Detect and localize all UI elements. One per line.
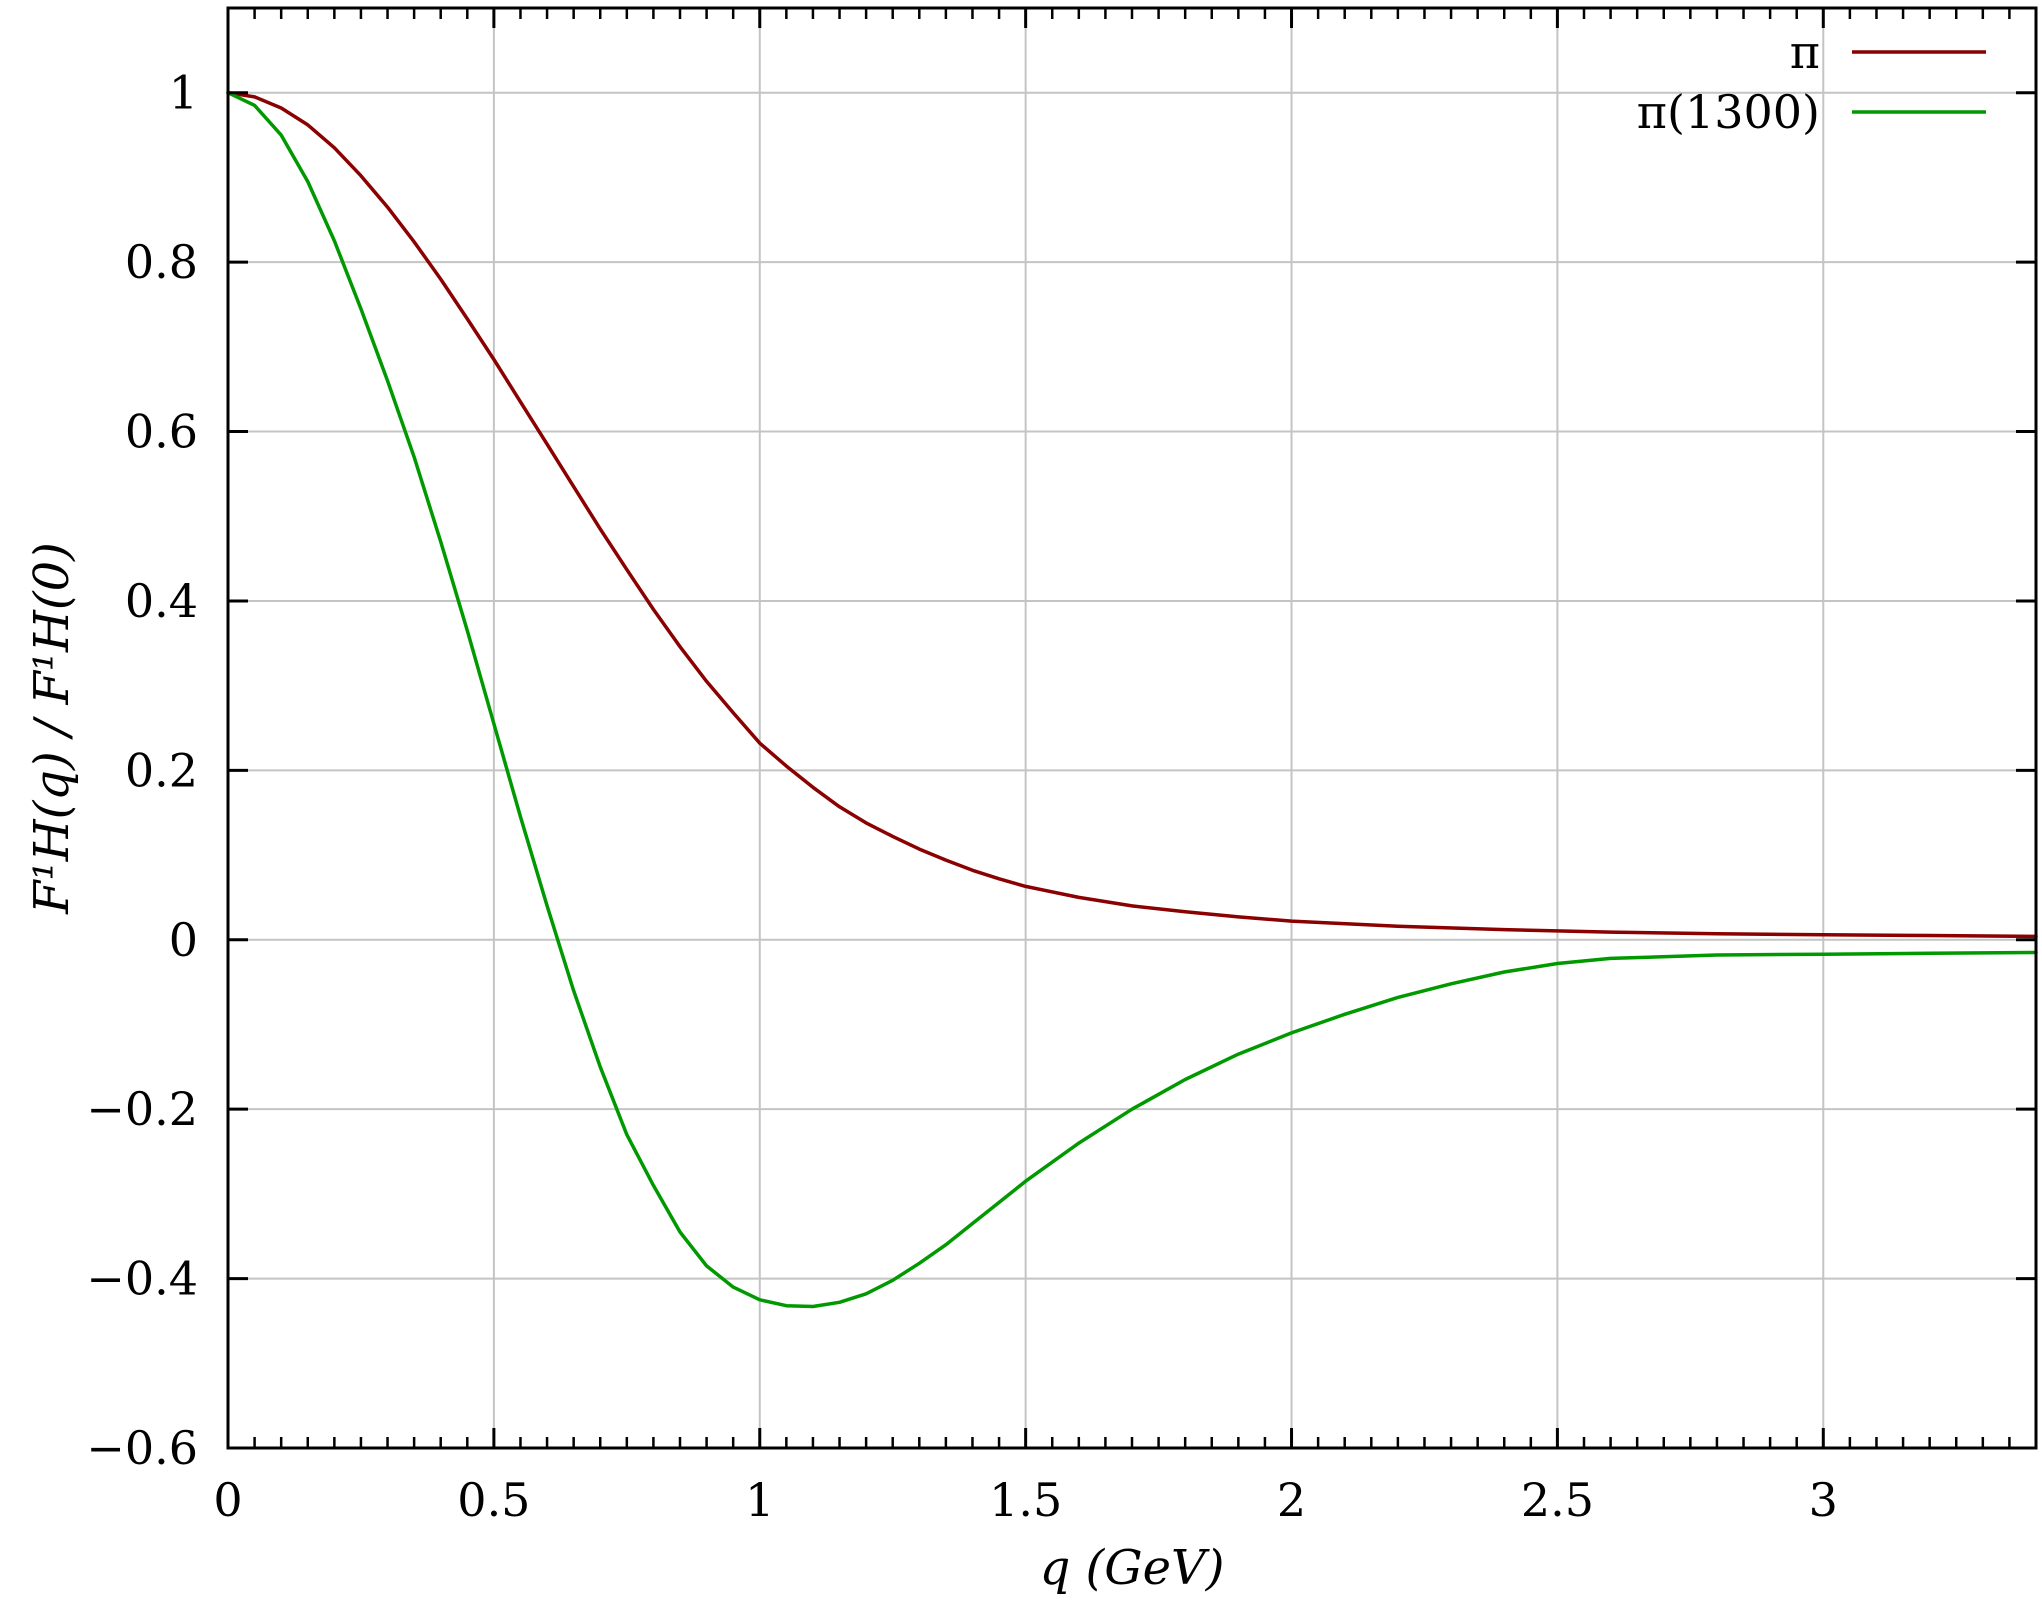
x-tick-label: 1	[745, 1473, 774, 1527]
x-tick-label: 2	[1277, 1473, 1306, 1527]
x-axis-label: q (GeV)	[1040, 1540, 1225, 1596]
y-tick-label: 0	[169, 913, 198, 967]
y-tick-label: 0.8	[125, 235, 198, 289]
y-tick-label: 0.4	[125, 574, 198, 628]
x-tick-label: 0.5	[457, 1473, 530, 1527]
series-line-0	[226, 90, 2038, 939]
y-tick-labels: −0.6 −0.4 −0.2 0 0.2 0.4 0.6 0.8 1	[86, 66, 198, 1475]
y-tick-label: −0.6	[86, 1421, 198, 1475]
legend: π π(1300)	[1637, 25, 1986, 139]
y-tick-label: 1	[169, 66, 198, 120]
y-tick-label: −0.4	[86, 1252, 198, 1306]
y-axis-label: F¹H(q) / F¹H(0)	[24, 542, 80, 915]
y-tick-label: −0.2	[86, 1082, 198, 1136]
x-tick-label: 3	[1809, 1473, 1838, 1527]
legend-label-pi: π	[1790, 25, 1820, 79]
series-line-1	[226, 90, 2038, 1309]
ticks	[226, 8, 2038, 1450]
y-tick-label: 0.2	[125, 743, 198, 797]
x-tick-label: 0	[213, 1473, 242, 1527]
plot-frame	[226, 6, 2038, 1450]
grid	[228, 8, 2036, 1448]
x-tick-label: 2.5	[1521, 1473, 1594, 1527]
y-tick-label: 0.6	[125, 405, 198, 459]
x-tick-labels: 0 0.5 1 1.5 2 2.5 3	[213, 1473, 1838, 1527]
series-lines	[226, 90, 2038, 1309]
legend-label-pi1300: π(1300)	[1637, 85, 1820, 139]
x-tick-label: 1.5	[989, 1473, 1062, 1527]
